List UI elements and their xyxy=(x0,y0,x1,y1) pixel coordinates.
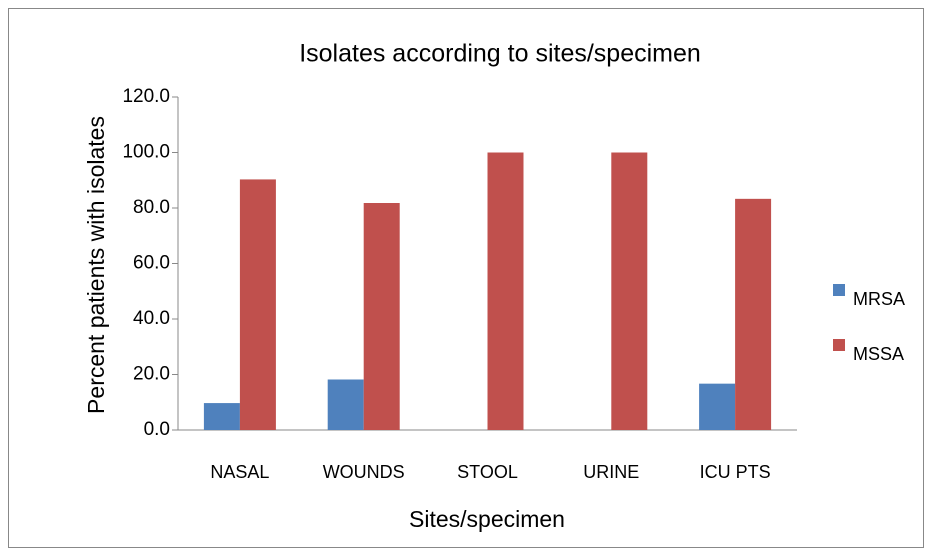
y-tick-label: 60.0 xyxy=(133,253,170,274)
bar xyxy=(203,403,240,430)
bar xyxy=(487,152,524,430)
y-tick-label: 40.0 xyxy=(133,308,170,329)
x-tick-label: NASAL xyxy=(210,462,269,482)
bar xyxy=(611,152,648,430)
y-tick-label: 120.0 xyxy=(122,86,170,107)
y-axis-label: Percent patients with isolates xyxy=(83,116,109,414)
y-tick-label: 100.0 xyxy=(122,142,170,163)
chart-title: Isolates according to sites/specimen xyxy=(299,40,701,68)
x-tick-label: WOUNDS xyxy=(323,462,405,482)
bar xyxy=(363,203,400,430)
x-tick-label: URINE xyxy=(583,462,639,482)
bar xyxy=(735,198,772,430)
bar xyxy=(239,179,276,430)
x-tick-label: ICU PTS xyxy=(700,462,771,482)
y-tick-label: 20.0 xyxy=(133,364,170,385)
x-tick-label: STOOL xyxy=(457,462,518,482)
legend-label: MRSA xyxy=(853,289,905,309)
y-tick-label: 80.0 xyxy=(133,197,170,218)
x-axis-label: Sites/specimen xyxy=(409,506,565,532)
bar xyxy=(327,379,364,430)
legend-swatch xyxy=(833,284,845,296)
bar xyxy=(699,383,736,430)
y-tick-label: 0.0 xyxy=(144,419,170,440)
legend-label: MSSA xyxy=(853,344,904,364)
legend-swatch xyxy=(833,339,845,351)
